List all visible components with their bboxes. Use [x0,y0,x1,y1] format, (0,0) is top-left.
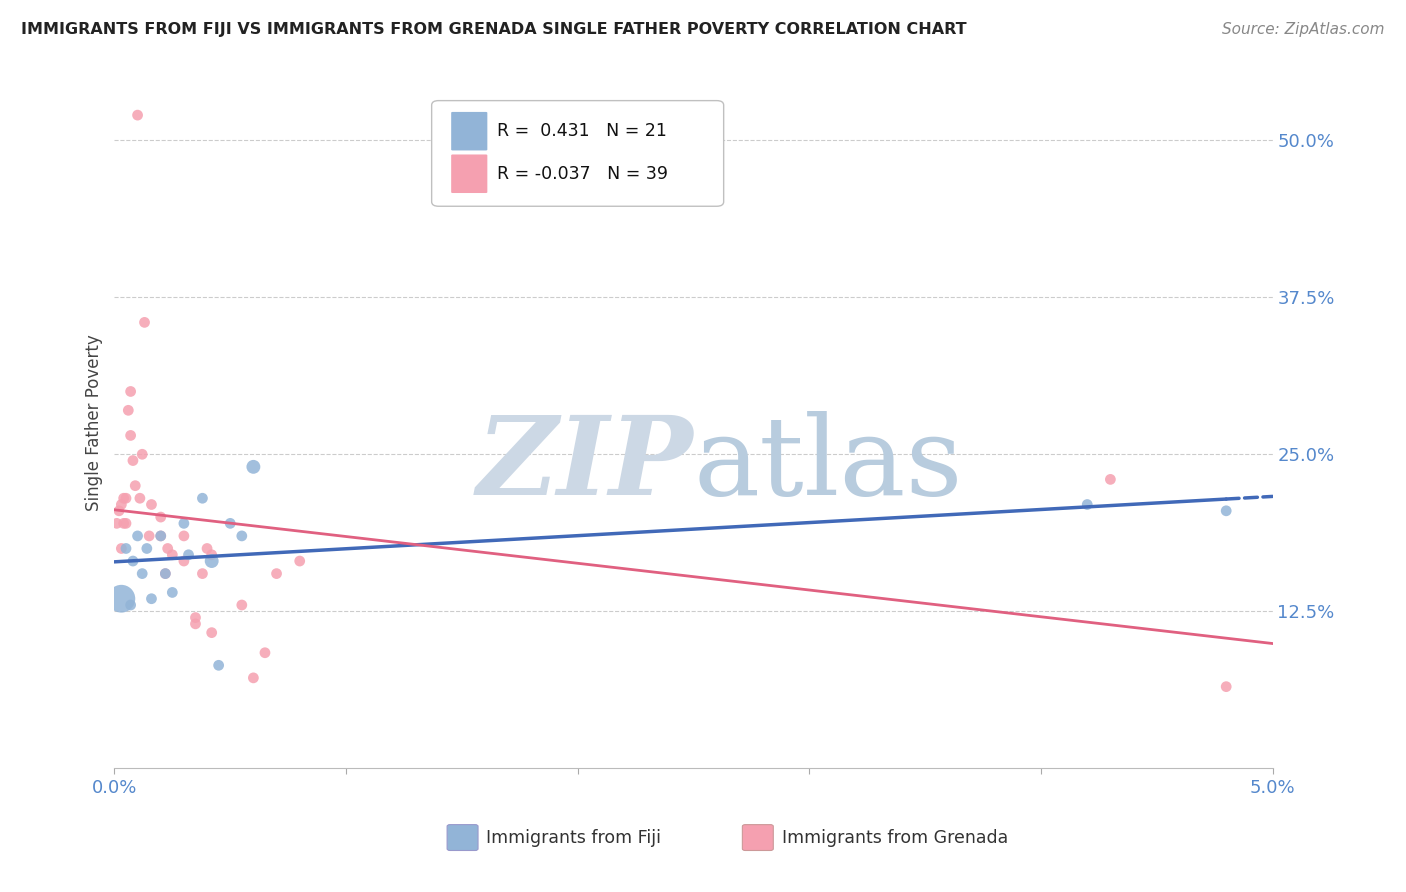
Point [110,541,132,556]
Point [122,554,145,568]
Point [173,554,195,568]
Point [231,529,253,543]
Point [231,598,253,612]
Point [1076,498,1098,512]
Point [208,658,231,673]
Point [242,459,264,474]
Point [177,548,200,562]
Point [162,548,184,562]
Point [173,529,195,543]
Point [191,491,214,506]
Text: atlas: atlas [693,411,963,518]
Point [120,598,142,612]
Point [115,541,138,556]
Text: IMMIGRANTS FROM FIJI VS IMMIGRANTS FROM GRENADA SINGLE FATHER POVERTY CORRELATIO: IMMIGRANTS FROM FIJI VS IMMIGRANTS FROM … [21,22,967,37]
Point [131,566,153,581]
Point [242,671,264,685]
Point [120,428,142,442]
Point [1215,680,1237,694]
Point [155,566,177,581]
Point [141,591,163,606]
Point [201,625,224,640]
Point [156,541,179,556]
Point [115,491,138,506]
Point [117,403,139,417]
Text: Source: ZipAtlas.com: Source: ZipAtlas.com [1222,22,1385,37]
Point [131,447,153,461]
Point [122,453,145,467]
Y-axis label: Single Father Poverty: Single Father Poverty [86,334,103,511]
Point [201,554,224,568]
Text: ZIP: ZIP [477,410,693,518]
Point [201,548,224,562]
Point [141,498,163,512]
Point [135,541,157,556]
Point [288,554,311,568]
Point [124,478,146,492]
Point [105,516,128,531]
Point [120,384,142,399]
Point [138,529,160,543]
Point [128,491,150,506]
Point [149,510,172,524]
Point [253,646,276,660]
Point [127,108,149,122]
Text: R =  0.431   N = 21: R = 0.431 N = 21 [498,122,666,140]
Point [115,516,138,531]
Point [112,491,135,506]
Text: Immigrants from Fiji: Immigrants from Fiji [486,829,661,847]
Point [110,591,132,606]
Point [155,566,177,581]
Point [266,566,288,581]
Point [112,516,135,531]
Point [219,516,242,531]
Point [1099,472,1122,486]
Point [149,529,172,543]
Point [184,616,207,631]
Point [108,504,131,518]
Point [162,585,184,599]
Point [110,498,132,512]
Point [149,529,172,543]
Point [134,315,156,329]
Text: Immigrants from Grenada: Immigrants from Grenada [782,829,1008,847]
Point [191,566,214,581]
Point [173,516,195,531]
Point [195,541,218,556]
Point [127,529,149,543]
Text: R = -0.037   N = 39: R = -0.037 N = 39 [498,165,668,183]
Point [1215,504,1237,518]
Point [184,610,207,624]
